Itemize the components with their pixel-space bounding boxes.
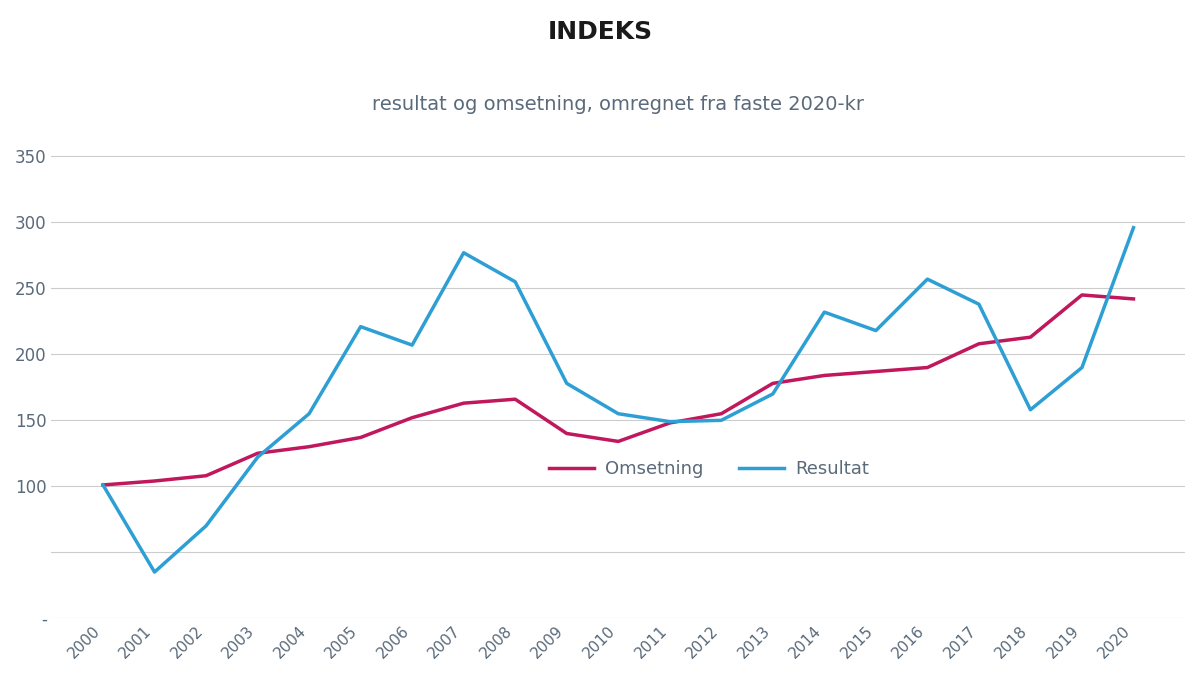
Omsetning <box>714 410 728 418</box>
Resultat <box>611 410 625 418</box>
Omsetning <box>817 371 832 379</box>
Resultat <box>714 416 728 425</box>
Resultat <box>456 249 470 257</box>
Omsetning <box>199 472 214 480</box>
Omsetning <box>1024 333 1038 341</box>
Line: Omsetning: Omsetning <box>103 295 1134 485</box>
Resultat <box>1024 406 1038 414</box>
Omsetning <box>662 419 677 427</box>
Text: INDEKS: INDEKS <box>547 20 653 45</box>
Resultat <box>972 300 986 308</box>
Resultat <box>766 390 780 398</box>
Resultat <box>96 481 110 489</box>
Resultat <box>559 379 574 387</box>
Omsetning <box>96 481 110 489</box>
Omsetning <box>1127 295 1141 303</box>
Resultat <box>817 308 832 316</box>
Omsetning <box>1075 291 1090 299</box>
Omsetning <box>302 443 317 451</box>
Omsetning <box>972 340 986 348</box>
Resultat <box>199 522 214 530</box>
Omsetning <box>354 433 368 441</box>
Omsetning <box>920 364 935 372</box>
Omsetning <box>404 414 419 422</box>
Resultat <box>508 278 522 286</box>
Resultat <box>302 410 317 418</box>
Resultat <box>1075 364 1090 372</box>
Resultat <box>662 418 677 426</box>
Resultat <box>1127 224 1141 232</box>
Omsetning <box>148 477 162 485</box>
Resultat <box>354 322 368 331</box>
Resultat <box>404 341 419 349</box>
Omsetning <box>559 429 574 437</box>
Resultat <box>148 568 162 576</box>
Legend: Omsetning, Resultat: Omsetning, Resultat <box>541 453 876 485</box>
Omsetning <box>508 395 522 404</box>
Omsetning <box>611 437 625 445</box>
Title: resultat og omsetning, omregnet fra faste 2020-kr: resultat og omsetning, omregnet fra fast… <box>372 95 864 114</box>
Resultat <box>920 275 935 283</box>
Omsetning <box>869 368 883 376</box>
Omsetning <box>251 450 265 458</box>
Omsetning <box>456 399 470 407</box>
Omsetning <box>766 379 780 387</box>
Line: Resultat: Resultat <box>103 228 1134 572</box>
Resultat <box>869 327 883 335</box>
Resultat <box>251 453 265 461</box>
